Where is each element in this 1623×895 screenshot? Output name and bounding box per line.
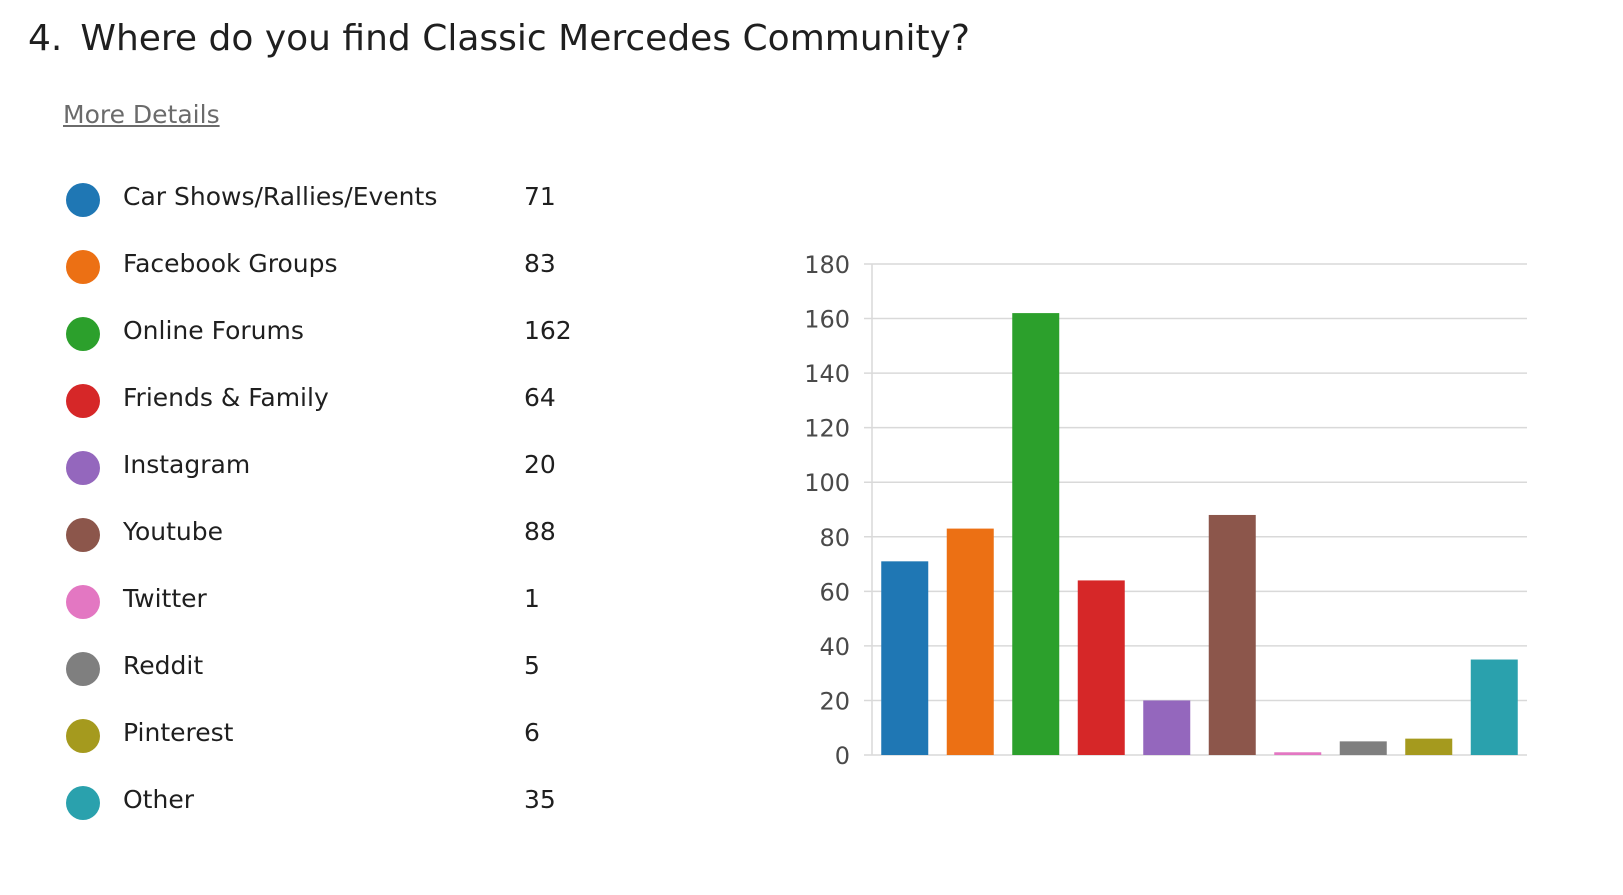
legend-label: Facebook Groups bbox=[123, 249, 338, 278]
legend-color-dot bbox=[66, 451, 100, 485]
y-tick-label: 120 bbox=[804, 415, 850, 443]
y-tick-label: 140 bbox=[804, 360, 850, 388]
legend-count: 162 bbox=[524, 316, 572, 345]
legend-label: Pinterest bbox=[123, 718, 234, 747]
legend-label: Other bbox=[123, 785, 194, 814]
legend-label: Reddit bbox=[123, 651, 204, 680]
y-tick-label: 180 bbox=[804, 251, 850, 279]
legend-count: 5 bbox=[524, 651, 540, 680]
bar[interactable] bbox=[946, 528, 994, 755]
bar[interactable] bbox=[1012, 313, 1060, 755]
question-text: Where do you find Classic Mercedes Commu… bbox=[80, 18, 970, 59]
legend-count: 64 bbox=[524, 383, 556, 412]
chart-legend: Car Shows/Rallies/Events 71 Facebook Group… bbox=[64, 170, 624, 840]
legend-color-dot bbox=[66, 384, 100, 418]
question-title: 4. Where do you find Classic Mercedes Com… bbox=[28, 18, 970, 59]
legend-label: Friends & Family bbox=[123, 383, 329, 412]
legend-color-dot bbox=[66, 585, 100, 619]
legend-item: Other 35 bbox=[64, 773, 624, 840]
legend-item: Facebook Groups 83 bbox=[64, 237, 624, 304]
bar[interactable] bbox=[881, 561, 929, 755]
legend-label: Instagram bbox=[123, 450, 251, 479]
legend-count: 1 bbox=[524, 584, 540, 613]
y-tick-label: 160 bbox=[804, 306, 850, 334]
legend-label: Twitter bbox=[123, 584, 207, 613]
bar[interactable] bbox=[1470, 659, 1518, 755]
question-number: 4. bbox=[28, 18, 63, 59]
y-tick-label: 0 bbox=[835, 742, 850, 770]
legend-color-dot bbox=[66, 183, 100, 217]
bar[interactable] bbox=[1274, 752, 1322, 755]
legend-color-dot bbox=[66, 719, 100, 753]
legend-count: 35 bbox=[524, 785, 556, 814]
y-tick-label: 40 bbox=[819, 633, 850, 661]
legend-count: 88 bbox=[524, 517, 556, 546]
bar[interactable] bbox=[1077, 580, 1125, 755]
y-tick-label: 20 bbox=[819, 687, 850, 715]
y-tick-label: 60 bbox=[819, 578, 850, 606]
legend-label: Car Shows/Rallies/Events bbox=[123, 182, 438, 211]
legend-count: 83 bbox=[524, 249, 556, 278]
legend-item: Online Forums 162 bbox=[64, 304, 624, 371]
legend-item: Instagram 20 bbox=[64, 438, 624, 505]
legend-count: 71 bbox=[524, 182, 556, 211]
bar[interactable] bbox=[1339, 741, 1387, 755]
legend-item: Car Shows/Rallies/Events 71 bbox=[64, 170, 624, 237]
bar-chart: 0 20 40 60 80 100 120 140 160 180 bbox=[804, 251, 1527, 770]
y-tick-label: 80 bbox=[819, 524, 850, 552]
bar[interactable] bbox=[1405, 738, 1453, 755]
legend-item: Friends & Family 64 bbox=[64, 371, 624, 438]
legend-color-dot bbox=[66, 518, 100, 552]
legend-item: Twitter 1 bbox=[64, 572, 624, 639]
legend-color-dot bbox=[66, 317, 100, 351]
bar[interactable] bbox=[1143, 700, 1191, 755]
legend-color-dot bbox=[66, 786, 100, 820]
legend-count: 6 bbox=[524, 718, 540, 747]
legend-label: Online Forums bbox=[123, 316, 304, 345]
bar[interactable] bbox=[1208, 514, 1256, 755]
legend-label: Youtube bbox=[123, 517, 223, 546]
legend-item: Reddit 5 bbox=[64, 639, 624, 706]
y-tick-label: 100 bbox=[804, 469, 850, 497]
legend-item: Pinterest 6 bbox=[64, 706, 624, 773]
legend-color-dot bbox=[66, 652, 100, 686]
legend-color-dot bbox=[66, 250, 100, 284]
more-details-link[interactable]: More Details bbox=[63, 100, 220, 129]
legend-count: 20 bbox=[524, 450, 556, 479]
legend-item: Youtube 88 bbox=[64, 505, 624, 572]
